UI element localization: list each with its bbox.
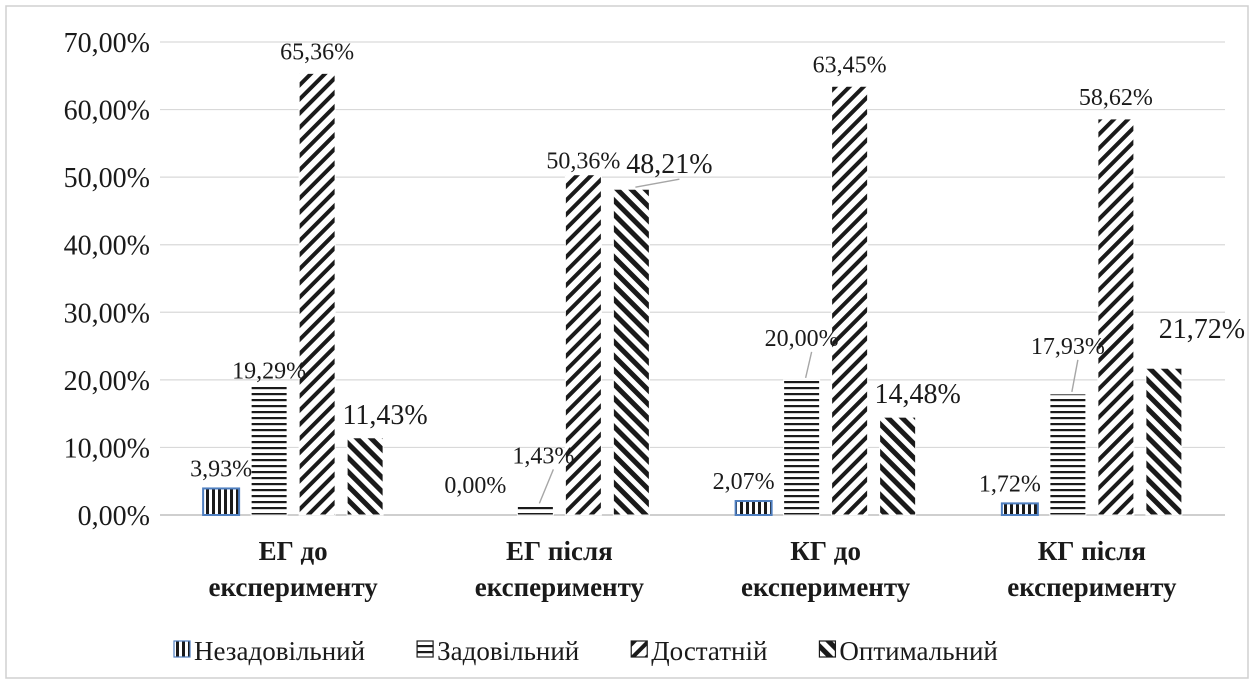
- legend: Незадовільний Задовільний Достатній Оптимал…: [173, 636, 998, 666]
- x-category-label: КГ після: [1038, 536, 1146, 566]
- y-tick-label: 70,00%: [64, 28, 150, 59]
- bar-diag-up: [879, 416, 917, 516]
- data-label: 65,36%: [280, 39, 354, 65]
- label-leader-line: [635, 178, 680, 188]
- data-label: 63,45%: [813, 52, 887, 78]
- bar-vertical: [202, 487, 241, 516]
- legend-swatch: [818, 640, 837, 658]
- x-category-label: ЕГ після: [506, 536, 613, 566]
- label-leader-line: [804, 351, 813, 379]
- data-label: 50,36%: [546, 149, 620, 175]
- x-category-label: експерименту: [208, 572, 378, 602]
- y-tick-label: 30,00%: [64, 298, 150, 329]
- legend-label: Незадовільний: [194, 636, 365, 666]
- data-label: 14,48%: [874, 379, 960, 410]
- label-leader-line: [538, 469, 555, 504]
- data-label: 1,43%: [512, 443, 574, 469]
- bars: [202, 72, 1183, 517]
- gridlines: [160, 41, 1225, 516]
- legend-item: Достатній: [630, 636, 767, 666]
- legend-swatch: [416, 640, 434, 658]
- bar-horizontal: [516, 504, 554, 516]
- bar-diag-down: [298, 72, 336, 516]
- bar-horizontal: [250, 384, 288, 516]
- data-label: 3,93%: [190, 456, 252, 482]
- data-label: 2,07%: [713, 469, 775, 495]
- y-tick-label: 50,00%: [64, 163, 150, 194]
- y-axis-tick-labels: 0,00% 10,00% 20,00% 30,00% 40,00% 50,00% 60,00…: [64, 28, 150, 532]
- x-category-label: КГ до: [790, 536, 861, 566]
- x-category-label: експерименту: [475, 572, 645, 602]
- y-tick-label: 20,00%: [64, 366, 150, 397]
- y-tick-label: 0,00%: [78, 501, 150, 532]
- y-tick-label: 40,00%: [64, 231, 150, 262]
- data-label: 48,21%: [626, 149, 712, 180]
- data-label: 11,43%: [342, 400, 427, 431]
- legend-label: Задовільний: [437, 636, 579, 666]
- bar-diag-down: [1097, 118, 1135, 516]
- label-leader-line: [1071, 359, 1079, 392]
- bar-diag-up: [346, 437, 384, 516]
- bar-diag-down: [831, 85, 869, 516]
- bar-horizontal: [783, 379, 821, 516]
- legend-item: Задовільний: [416, 636, 579, 666]
- legend-item: Оптимальний: [818, 636, 998, 666]
- legend-item: Незадовільний: [173, 636, 365, 666]
- bar-diag-up: [612, 188, 650, 516]
- bar-diag-down: [564, 174, 602, 516]
- x-category-label: експерименту: [1007, 572, 1177, 602]
- data-labels: 3,93% 19,29% 65,36% 11,43% 0,00%1,43% 50,36% 4…: [190, 39, 1245, 504]
- y-tick-label: 10,00%: [64, 433, 150, 464]
- bar-diag-up: [1145, 367, 1183, 516]
- data-label: 1,72%: [979, 471, 1041, 497]
- data-label: 58,62%: [1079, 85, 1153, 111]
- bar-vertical: [734, 500, 773, 517]
- legend-label: Оптимальний: [839, 636, 997, 666]
- bar-vertical: [1000, 502, 1039, 517]
- legend-label: Достатній: [651, 636, 767, 666]
- x-category-label: експерименту: [741, 572, 911, 602]
- data-label: 17,93%: [1031, 334, 1105, 360]
- legend-swatch: [630, 640, 648, 658]
- x-category-label: ЕГ до: [259, 536, 328, 566]
- data-label: 21,72%: [1159, 314, 1245, 345]
- legend-swatch: [173, 640, 191, 658]
- bar-horizontal: [1049, 393, 1087, 516]
- data-label: 19,29%: [232, 359, 306, 385]
- data-label: 0,00%: [444, 473, 506, 499]
- y-tick-label: 60,00%: [64, 96, 150, 127]
- data-label: 20,00%: [765, 326, 839, 352]
- x-axis-category-labels: ЕГ до експерименту ЕГ після експерименту КГ …: [208, 536, 1177, 602]
